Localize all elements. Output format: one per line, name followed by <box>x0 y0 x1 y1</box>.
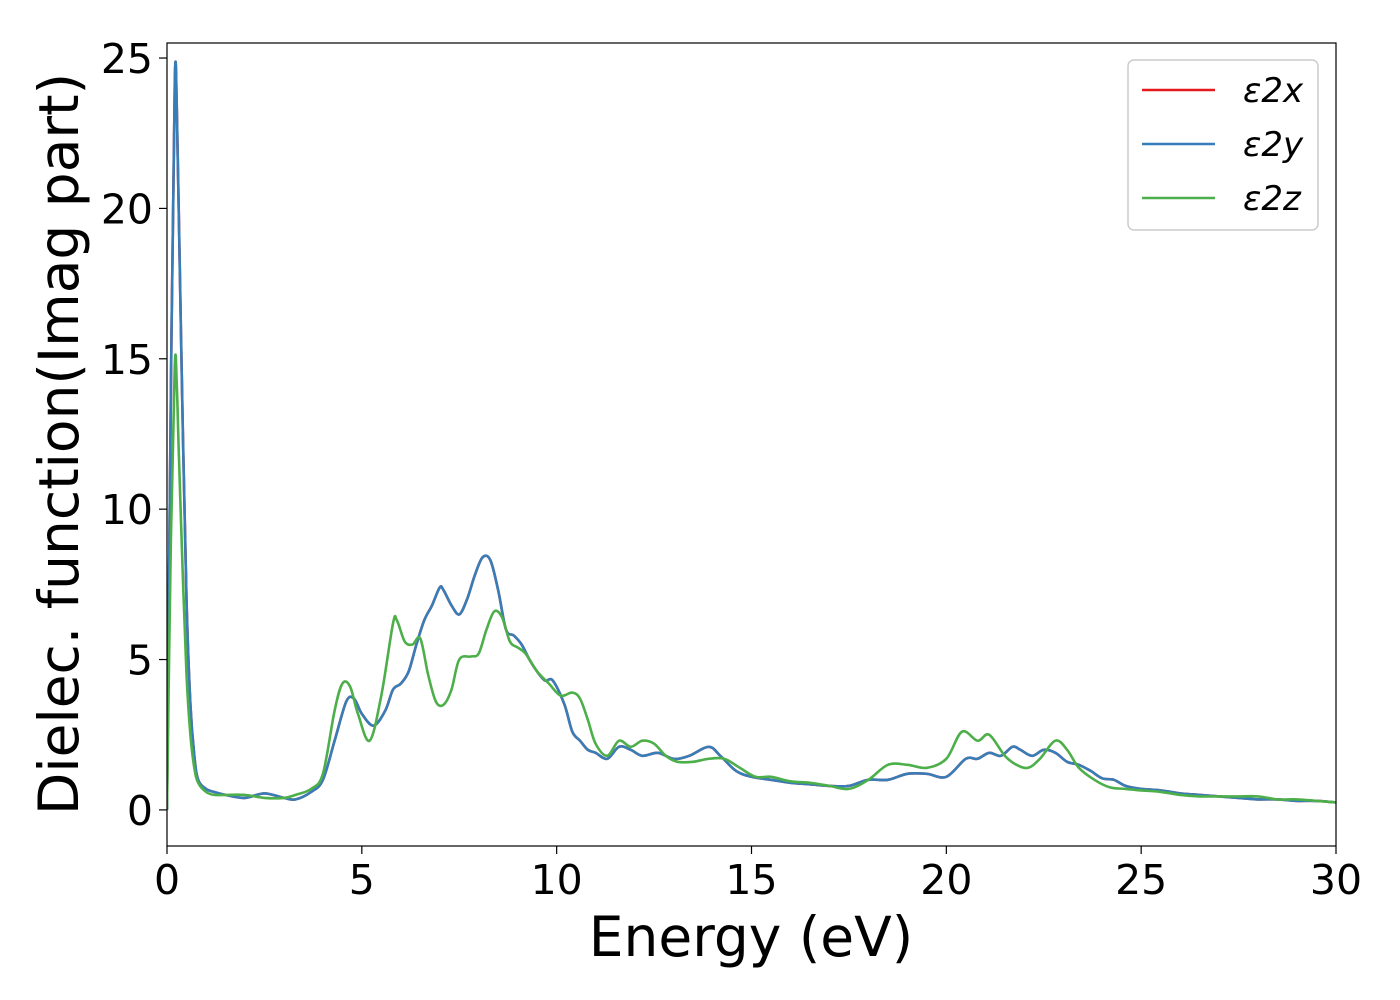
legend-label-3: ε2z <box>1243 179 1302 219</box>
series-line-2 <box>167 60 1336 810</box>
x-axis-ticks: 0 5 10 15 20 25 30 <box>154 846 1362 904</box>
x-axis-label: Energy (eV) <box>589 905 913 969</box>
legend-label-1: ε2x <box>1243 71 1304 111</box>
y-axis-ticks: 0 5 10 15 20 25 <box>101 35 167 835</box>
y-tick-label: 5 <box>127 637 153 685</box>
y-tick-label: 25 <box>101 35 153 83</box>
x-tick-label: 30 <box>1310 856 1362 904</box>
y-tick-label: 0 <box>127 787 153 835</box>
y-tick-label: 15 <box>101 336 153 384</box>
y-tick-label: 10 <box>101 486 153 534</box>
x-tick-label: 0 <box>154 856 180 904</box>
x-tick-label: 25 <box>1115 856 1167 904</box>
x-tick-label: 20 <box>920 856 972 904</box>
y-axis-label: Dielec. function(Imag part) <box>27 73 91 815</box>
y-tick-label: 20 <box>101 185 153 233</box>
x-tick-label: 5 <box>349 856 375 904</box>
x-tick-label: 15 <box>725 856 777 904</box>
legend-label-2: ε2y <box>1243 125 1304 165</box>
legend-box <box>1127 59 1319 231</box>
series-line-3 <box>167 353 1336 810</box>
legend: ε2x ε2y ε2z <box>1127 59 1319 231</box>
series-layer <box>167 60 1336 810</box>
x-tick-label: 10 <box>531 856 583 904</box>
